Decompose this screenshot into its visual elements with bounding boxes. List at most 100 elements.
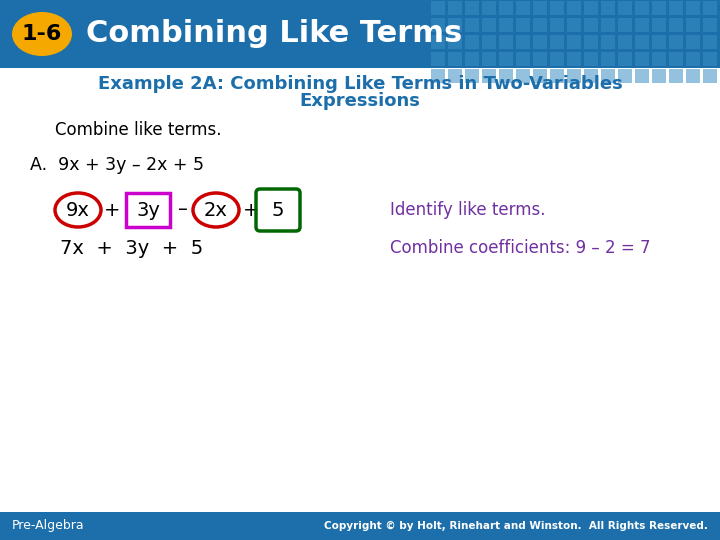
FancyBboxPatch shape xyxy=(686,52,700,66)
FancyBboxPatch shape xyxy=(516,52,530,66)
FancyBboxPatch shape xyxy=(584,18,598,32)
FancyBboxPatch shape xyxy=(635,69,649,83)
FancyBboxPatch shape xyxy=(516,69,530,83)
FancyBboxPatch shape xyxy=(618,1,632,15)
FancyBboxPatch shape xyxy=(0,0,720,68)
FancyBboxPatch shape xyxy=(567,35,581,49)
Text: Combining Like Terms: Combining Like Terms xyxy=(86,19,462,49)
Text: Combine like terms.: Combine like terms. xyxy=(55,121,222,139)
Text: Expressions: Expressions xyxy=(300,92,420,110)
Text: 3y: 3y xyxy=(136,200,160,219)
Text: Copyright © by Holt, Rinehart and Winston.  All Rights Reserved.: Copyright © by Holt, Rinehart and Winsto… xyxy=(324,521,708,531)
FancyBboxPatch shape xyxy=(686,35,700,49)
FancyBboxPatch shape xyxy=(601,1,615,15)
FancyBboxPatch shape xyxy=(499,18,513,32)
Text: 1-6: 1-6 xyxy=(22,24,62,44)
FancyBboxPatch shape xyxy=(482,1,496,15)
FancyBboxPatch shape xyxy=(533,18,547,32)
Text: A.  9x + 3y – 2x + 5: A. 9x + 3y – 2x + 5 xyxy=(30,156,204,174)
FancyBboxPatch shape xyxy=(448,35,462,49)
Text: –: – xyxy=(178,200,188,219)
Text: Pre-Algebra: Pre-Algebra xyxy=(12,519,85,532)
Text: 5: 5 xyxy=(271,200,284,219)
FancyBboxPatch shape xyxy=(635,1,649,15)
FancyBboxPatch shape xyxy=(601,18,615,32)
FancyBboxPatch shape xyxy=(686,18,700,32)
FancyBboxPatch shape xyxy=(703,52,717,66)
FancyBboxPatch shape xyxy=(652,35,666,49)
FancyBboxPatch shape xyxy=(635,52,649,66)
FancyBboxPatch shape xyxy=(499,52,513,66)
FancyBboxPatch shape xyxy=(686,1,700,15)
FancyBboxPatch shape xyxy=(703,18,717,32)
FancyBboxPatch shape xyxy=(567,18,581,32)
FancyBboxPatch shape xyxy=(431,69,445,83)
FancyBboxPatch shape xyxy=(499,69,513,83)
FancyBboxPatch shape xyxy=(703,1,717,15)
FancyBboxPatch shape xyxy=(635,18,649,32)
FancyBboxPatch shape xyxy=(448,69,462,83)
Text: 7x  +  3y  +  5: 7x + 3y + 5 xyxy=(60,239,203,258)
FancyBboxPatch shape xyxy=(635,35,649,49)
FancyBboxPatch shape xyxy=(465,18,479,32)
FancyBboxPatch shape xyxy=(550,52,564,66)
Text: 9x: 9x xyxy=(66,200,90,219)
FancyBboxPatch shape xyxy=(448,52,462,66)
FancyBboxPatch shape xyxy=(550,18,564,32)
Text: Combine coefficients: 9 – 2 = 7: Combine coefficients: 9 – 2 = 7 xyxy=(390,239,650,257)
Text: Identify like terms.: Identify like terms. xyxy=(390,201,546,219)
FancyBboxPatch shape xyxy=(431,52,445,66)
FancyBboxPatch shape xyxy=(618,69,632,83)
FancyBboxPatch shape xyxy=(703,35,717,49)
FancyBboxPatch shape xyxy=(669,35,683,49)
FancyBboxPatch shape xyxy=(584,1,598,15)
FancyBboxPatch shape xyxy=(550,1,564,15)
FancyBboxPatch shape xyxy=(465,1,479,15)
FancyBboxPatch shape xyxy=(584,69,598,83)
FancyBboxPatch shape xyxy=(618,18,632,32)
FancyBboxPatch shape xyxy=(431,18,445,32)
FancyBboxPatch shape xyxy=(465,52,479,66)
FancyBboxPatch shape xyxy=(465,69,479,83)
FancyBboxPatch shape xyxy=(601,35,615,49)
FancyBboxPatch shape xyxy=(601,52,615,66)
FancyBboxPatch shape xyxy=(448,18,462,32)
FancyBboxPatch shape xyxy=(533,1,547,15)
FancyBboxPatch shape xyxy=(669,1,683,15)
FancyBboxPatch shape xyxy=(652,69,666,83)
FancyBboxPatch shape xyxy=(584,35,598,49)
FancyBboxPatch shape xyxy=(533,69,547,83)
FancyBboxPatch shape xyxy=(567,52,581,66)
Text: +: + xyxy=(243,200,259,219)
FancyBboxPatch shape xyxy=(431,35,445,49)
FancyBboxPatch shape xyxy=(669,18,683,32)
FancyBboxPatch shape xyxy=(499,35,513,49)
FancyBboxPatch shape xyxy=(482,18,496,32)
FancyBboxPatch shape xyxy=(550,35,564,49)
FancyBboxPatch shape xyxy=(516,18,530,32)
FancyBboxPatch shape xyxy=(482,69,496,83)
Text: Example 2A: Combining Like Terms in Two-Variables: Example 2A: Combining Like Terms in Two-… xyxy=(98,75,622,93)
FancyBboxPatch shape xyxy=(533,35,547,49)
FancyBboxPatch shape xyxy=(0,512,720,540)
FancyBboxPatch shape xyxy=(567,1,581,15)
FancyBboxPatch shape xyxy=(482,35,496,49)
FancyBboxPatch shape xyxy=(652,1,666,15)
FancyBboxPatch shape xyxy=(482,52,496,66)
Text: +: + xyxy=(104,200,120,219)
FancyBboxPatch shape xyxy=(652,18,666,32)
FancyBboxPatch shape xyxy=(669,69,683,83)
Ellipse shape xyxy=(12,12,72,56)
FancyBboxPatch shape xyxy=(618,35,632,49)
FancyBboxPatch shape xyxy=(431,1,445,15)
FancyBboxPatch shape xyxy=(703,69,717,83)
FancyBboxPatch shape xyxy=(669,52,683,66)
FancyBboxPatch shape xyxy=(550,69,564,83)
FancyBboxPatch shape xyxy=(499,1,513,15)
FancyBboxPatch shape xyxy=(567,69,581,83)
FancyBboxPatch shape xyxy=(618,52,632,66)
FancyBboxPatch shape xyxy=(686,69,700,83)
FancyBboxPatch shape xyxy=(448,1,462,15)
FancyBboxPatch shape xyxy=(465,35,479,49)
FancyBboxPatch shape xyxy=(516,1,530,15)
